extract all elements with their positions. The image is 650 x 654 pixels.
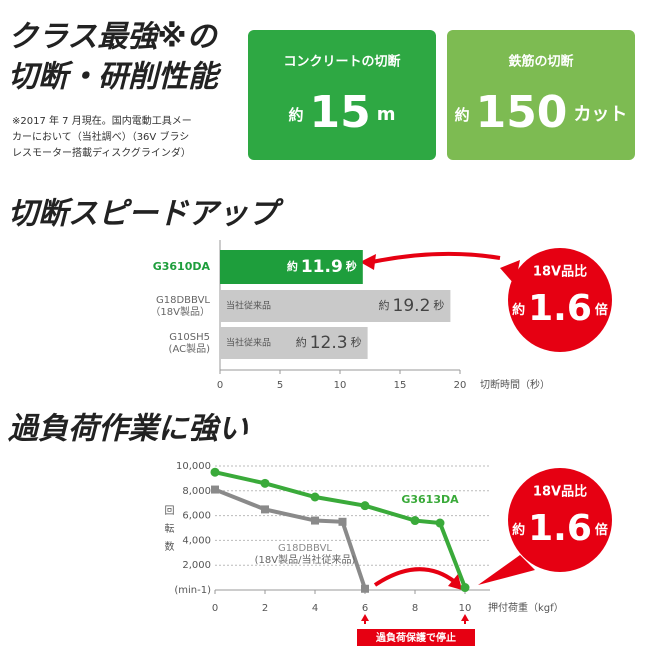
- y-tick-label: 2,000: [182, 560, 211, 571]
- arrow: [373, 567, 457, 587]
- bar: [220, 327, 368, 359]
- callout-pointer: [478, 555, 535, 585]
- x-axis-label: 切断時間（秒）: [480, 378, 550, 391]
- stat-label: 鉄筋の切断: [508, 54, 573, 70]
- marker: [211, 485, 219, 494]
- marker: [460, 583, 470, 593]
- x-tick-label: 2: [262, 603, 268, 614]
- y-tick-label: 6,000: [182, 511, 211, 522]
- stat-box: [447, 30, 635, 160]
- x-tick-label: 8: [412, 603, 418, 614]
- marker: [360, 501, 370, 511]
- x-tick-label: 4: [312, 603, 318, 614]
- value-number: 11.9: [301, 257, 343, 277]
- marker: [310, 492, 320, 502]
- callout-prefix: 約: [512, 522, 525, 538]
- marker: [311, 516, 319, 525]
- annotation-box: [357, 629, 475, 646]
- x-tick-label: 5: [277, 380, 283, 391]
- stat-value: 約 15 m: [288, 87, 395, 138]
- callout-suffix: 倍: [595, 522, 608, 538]
- value-number: 12.3: [310, 333, 348, 353]
- x-tick-label: 6: [362, 603, 368, 614]
- callout-value: 約1.6 倍: [512, 508, 608, 549]
- callout-text: 18V品比: [533, 484, 587, 500]
- x-tick-label: 10: [459, 603, 472, 614]
- y-tick-label: 4,000: [182, 535, 211, 546]
- series-note: (18V製品/当社従来品): [255, 553, 356, 566]
- category-label: (AC製品): [169, 342, 211, 355]
- section-title: 切断スピードアップ: [8, 197, 284, 232]
- series-name: G3613DA: [401, 493, 459, 506]
- value-label: 約 11.9 秒: [287, 257, 357, 277]
- stat-unit: カット: [573, 104, 627, 125]
- marker: [260, 478, 270, 488]
- stat-box: [248, 30, 436, 160]
- arrow: [371, 251, 501, 264]
- y-tick-label: 10,000: [176, 461, 211, 472]
- marker: [410, 516, 420, 526]
- bar-tag: 当社従来品: [226, 300, 271, 312]
- category-label: G18DBBVL: [156, 295, 210, 306]
- value-suffix: 秒: [351, 335, 362, 349]
- marker: [361, 584, 369, 593]
- stat-prefix: 約: [455, 106, 470, 124]
- value-label: 約 12.3 秒: [296, 333, 362, 353]
- category-label: （18V製品）: [150, 305, 210, 318]
- stop-arrow-head: [461, 614, 469, 621]
- footnote: カーにおいて（当社調べ）（36V ブラシ: [12, 130, 189, 143]
- callout-prefix: 約: [512, 302, 525, 318]
- x-tick-label: 15: [394, 380, 407, 391]
- stat-number: 150: [476, 87, 568, 138]
- callout-number: 1.6: [528, 508, 592, 549]
- stat-prefix: 約: [288, 106, 303, 124]
- annotation: 過負荷保護で停止: [375, 631, 456, 644]
- stat-unit: m: [377, 104, 396, 125]
- series-line: [214, 487, 367, 590]
- section-title: 過負荷作業に強い: [8, 412, 249, 447]
- y-tick-label: 8,000: [182, 486, 211, 497]
- footnote: レスモーター搭載ディスクグラインダ）: [12, 146, 191, 159]
- value-label: 約 19.2 秒: [379, 296, 445, 316]
- bar: [220, 290, 451, 322]
- arrow-head: [360, 254, 376, 270]
- y-unit: (min-1): [174, 585, 211, 596]
- marker: [261, 505, 269, 514]
- bar: [220, 250, 363, 284]
- x-tick-label: 10: [334, 380, 347, 391]
- footnote: ※2017 年 7 月現在。国内電動工具メー: [12, 114, 192, 127]
- x-tick-label: 0: [217, 380, 223, 391]
- value-suffix: 秒: [346, 259, 357, 273]
- category-label: G10SH5: [169, 332, 210, 343]
- marker: [435, 518, 445, 528]
- heading: 切断・研削性能: [8, 60, 222, 95]
- marker: [210, 467, 220, 477]
- y-axis-label: 回転数: [162, 505, 174, 559]
- stat-value: 約 150 カット: [455, 87, 628, 138]
- callout: [508, 248, 612, 352]
- callout-text: 18V品比: [533, 264, 587, 280]
- value-number: 19.2: [393, 296, 431, 316]
- x-tick-label: 0: [212, 603, 218, 614]
- arrow-head: [448, 574, 462, 590]
- marker: [338, 517, 347, 526]
- callout-number: 1.6: [528, 288, 592, 329]
- callout-suffix: 倍: [595, 302, 608, 318]
- category-label: G3610DA: [153, 260, 211, 273]
- x-axis-label: 押付荷重（kgf）: [488, 601, 564, 614]
- value-prefix: 約: [296, 335, 307, 349]
- value-suffix: 秒: [433, 298, 444, 312]
- callout: [508, 468, 612, 572]
- stat-number: 15: [310, 87, 371, 138]
- series-name: G18DBBVL: [278, 543, 332, 554]
- heading: クラス最強※の: [8, 20, 219, 55]
- x-tick-label: 20: [454, 380, 467, 391]
- callout-value: 約1.6 倍: [512, 288, 608, 329]
- bar-tag: 当社従来品: [226, 337, 271, 349]
- value-prefix: 約: [379, 298, 390, 312]
- stat-label: コンクリートの切断: [283, 54, 400, 70]
- value-prefix: 約: [287, 259, 298, 273]
- stop-arrow-head: [361, 614, 369, 621]
